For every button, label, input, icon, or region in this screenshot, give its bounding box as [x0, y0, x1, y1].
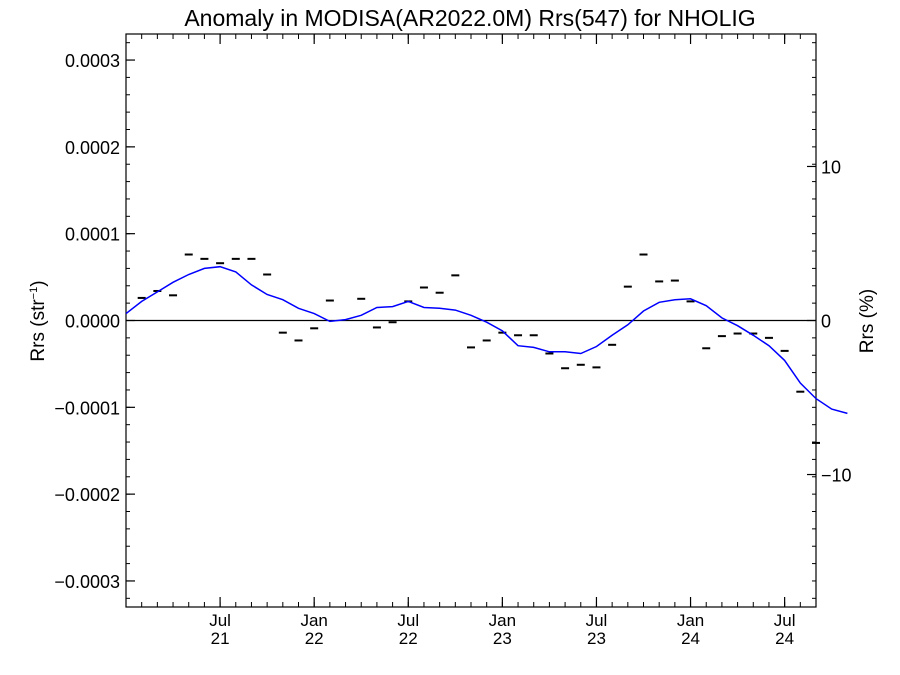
- y-right-tick-label: 10: [821, 157, 841, 177]
- x-tick-label-month: Jan: [677, 611, 704, 630]
- y-right-tick-label: 0: [821, 312, 831, 332]
- y-axis-label-left-base: Rrs (str: [28, 299, 49, 362]
- chart-title: Anomaly in MODISA(AR2022.0M) Rrs(547) fo…: [184, 5, 755, 31]
- x-tick-label-year: 22: [305, 629, 324, 648]
- y-tick-label: 0.0002: [65, 138, 120, 158]
- x-tick-label-year: 23: [493, 629, 512, 648]
- y-tick-label: 0.0000: [65, 312, 120, 332]
- x-tick-label-year: 24: [775, 629, 794, 648]
- y-axis-label-left-close: ): [28, 280, 49, 286]
- y-axis-label-left: Rrs (str−1): [28, 280, 49, 361]
- x-tick-label-month: Jul: [397, 611, 419, 630]
- y-right-tick-label: −10: [821, 466, 852, 486]
- y-tick-label: 0.0003: [65, 51, 120, 71]
- smoothed-line: [125, 265, 848, 415]
- top-x-axis: [141, 34, 801, 44]
- y-tick-label: 0.0001: [65, 225, 120, 245]
- x-tick-label-year: 22: [399, 629, 418, 648]
- y-tick-label: −0.0003: [54, 572, 120, 592]
- y-axis-label-right: Rrs (%): [857, 289, 878, 353]
- x-tick-label-month: Jul: [586, 611, 608, 630]
- y-axis-label-left-superscript: −1: [28, 287, 40, 300]
- smoothed-anomaly-series: [125, 265, 848, 415]
- x-tick-label-year: 21: [211, 629, 230, 648]
- x-tick-label-month: Jan: [489, 611, 516, 630]
- x-tick-label-year: 24: [681, 629, 700, 648]
- x-tick-label-month: Jul: [774, 611, 796, 630]
- x-tick-label-month: Jan: [300, 611, 327, 630]
- y-tick-label: −0.0001: [54, 398, 120, 418]
- left-y-axis: 0.0003 0.0002 0.0001 0.0000 −0.0001 −0.0002 −0…: [54, 42, 816, 599]
- right-y-axis: 10 0 −10: [807, 157, 852, 486]
- x-tick-label-month: Jul: [209, 611, 231, 630]
- y-tick-label: −0.0002: [54, 485, 120, 505]
- x-tick-label-year: 23: [587, 629, 606, 648]
- monthly-anomaly-series: [137, 253, 820, 444]
